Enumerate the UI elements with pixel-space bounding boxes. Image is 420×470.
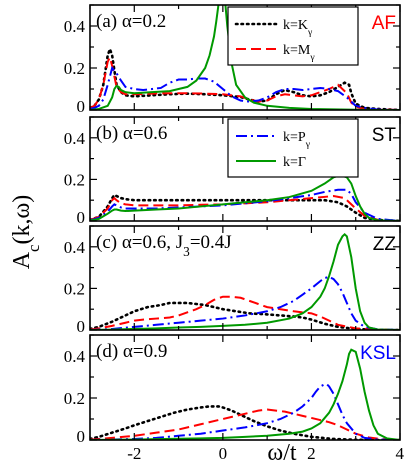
panel-title: (a) α=0.2	[96, 11, 166, 32]
x-tick-label: 0	[219, 444, 228, 463]
panel-b: 0 0.2 0.4 (b) α=0.6 ST	[64, 116, 401, 227]
legend-label: k=Mγ	[283, 43, 315, 63]
legend: k=Pγ k=Γ	[227, 118, 359, 178]
panel-a: 0 0.2 0.4 (a) α=0.2 AF	[64, 4, 401, 116]
phase-label: KSL	[360, 343, 396, 364]
y-tick-label: 0.4	[64, 238, 86, 257]
y-tick-label: 0.2	[64, 389, 85, 408]
y-tick-label: 0.4	[64, 347, 86, 366]
y-tick-label: 0.2	[64, 170, 85, 189]
phase-label: ST	[372, 125, 397, 146]
y-tick-label: 0	[77, 97, 86, 116]
y-tick-label: 0.2	[64, 59, 85, 78]
series-line-1	[90, 301, 400, 330]
series-line-2	[90, 195, 400, 221]
series-line-4	[90, 348, 400, 440]
x-tick-label: -2	[127, 444, 141, 463]
plot-frame	[89, 116, 401, 222]
series-line-2	[90, 295, 400, 330]
x-tick-label: 2	[307, 444, 316, 463]
y-tick-label: 0	[77, 427, 86, 446]
plot-frame	[89, 225, 401, 331]
panel-c: 0 0.2 0.4 (c) α=0.6, J3=0.4J ZZ	[64, 225, 401, 336]
panel-title: (d) α=0.9	[96, 341, 167, 362]
legend-box	[227, 6, 359, 66]
legend-label: k=Kγ	[283, 18, 313, 38]
y-tick-label: 0.4	[64, 129, 86, 148]
y-tick-label: 0.4	[64, 17, 86, 36]
series-line-3	[90, 65, 400, 110]
series-line-3	[90, 275, 400, 330]
legend-label: k=Pγ	[283, 130, 311, 150]
series-line-1	[90, 405, 400, 440]
panel-title: (b) α=0.6	[96, 123, 167, 144]
panel-title: (c) α=0.6, J3=0.4J	[96, 232, 232, 259]
x-tick-label: 4	[396, 444, 405, 463]
y-axis-label: Ac(k,ω)	[9, 195, 43, 270]
panel-d: 0 0.2 0.4 -2 0 2 4 (d) α=0.9 KSL	[64, 334, 405, 463]
series-line-3	[90, 188, 400, 221]
phase-label: AF	[372, 13, 396, 34]
y-tick-label: 0	[77, 317, 86, 336]
plot-frame	[89, 334, 401, 441]
phase-label: ZZ	[373, 234, 397, 255]
legend-box	[227, 118, 359, 178]
legend: k=Kγ k=Mγ	[227, 6, 359, 66]
series-line-3	[90, 383, 400, 440]
series-line-2	[90, 408, 400, 440]
series-line-4	[90, 232, 400, 330]
legend-label: k=Γ	[283, 155, 306, 170]
series-line-4	[90, 174, 400, 221]
series-line-1	[90, 45, 400, 110]
y-tick-label: 0.2	[64, 279, 85, 298]
series-line-4	[90, 5, 400, 110]
plot-frame	[89, 4, 401, 111]
x-axis-label: ω/t	[267, 440, 296, 465]
y-tick-label: 0	[77, 208, 86, 227]
series-line-1	[90, 193, 400, 221]
